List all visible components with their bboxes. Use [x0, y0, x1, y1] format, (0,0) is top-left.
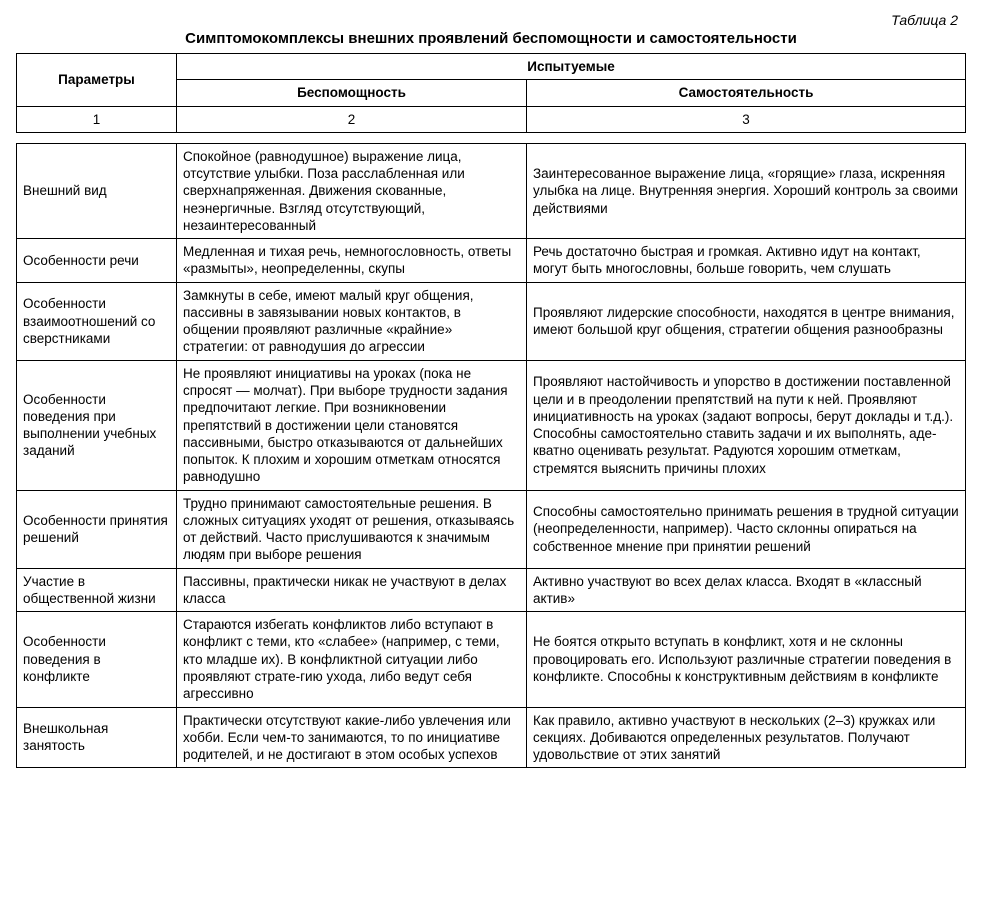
header-subjects: Испытуемые — [177, 54, 966, 80]
param-cell: Особенности поведения в конфликте — [17, 612, 177, 707]
table-row: Особенности поведения при выполнении уче… — [17, 360, 966, 490]
header-num-2: 2 — [177, 106, 527, 132]
table-row: Участие в общественной жизниПассивны, пр… — [17, 568, 966, 612]
helpless-cell: Практически отсутствуют какие-либо увлеч… — [177, 707, 527, 768]
param-cell: Внешкольная занятость — [17, 707, 177, 768]
helpless-cell: Стараются избегать конфликтов либо вступ… — [177, 612, 527, 707]
independent-cell: Активно участвуют во всех делах класса. … — [527, 568, 966, 612]
symptom-table: Параметры Испытуемые Беспомощность Самос… — [16, 53, 966, 133]
helpless-cell: Пассивны, практически никак не участвуют… — [177, 568, 527, 612]
table-row: Внешкольная занятостьПрактически отсутст… — [17, 707, 966, 768]
header-independent: Самостоятельность — [527, 80, 966, 106]
table-row: Особенности речиМедленная и тихая речь, … — [17, 239, 966, 283]
independent-cell: Не боятся открыто вступать в конфликт, х… — [527, 612, 966, 707]
table-row: Особенности принятия решенийТрудно прини… — [17, 490, 966, 568]
helpless-cell: Медленная и тихая речь, немногословность… — [177, 239, 527, 283]
table-row: Особенности взаимоотношений со сверстник… — [17, 282, 966, 360]
table-number-label: Таблица 2 — [16, 12, 966, 28]
independent-cell: Способны самостоятельно принимать решени… — [527, 490, 966, 568]
helpless-cell: Трудно принимают самостоятельные решения… — [177, 490, 527, 568]
independent-cell: Проявляют настойчивость и упорство в дос… — [527, 360, 966, 490]
header-num-1: 1 — [17, 106, 177, 132]
param-cell: Особенности речи — [17, 239, 177, 283]
param-cell: Особенности взаимоотношений со сверстник… — [17, 282, 177, 360]
helpless-cell: Не проявляют инициативы на уроках (пока … — [177, 360, 527, 490]
independent-cell: Как правило, активно участвуют в несколь… — [527, 707, 966, 768]
independent-cell: Заинтересованное выражение лица, «горящи… — [527, 143, 966, 238]
table-title: Симптомокомплексы внешних проявлений бес… — [16, 30, 966, 47]
header-num-3: 3 — [527, 106, 966, 132]
header-params: Параметры — [17, 54, 177, 107]
param-cell: Внешний вид — [17, 143, 177, 238]
param-cell: Участие в общественной жизни — [17, 568, 177, 612]
helpless-cell: Спокойное (равнодушное) выражение лица, … — [177, 143, 527, 238]
param-cell: Особенности принятия решений — [17, 490, 177, 568]
helpless-cell: Замкнуты в себе, имеют малый круг общени… — [177, 282, 527, 360]
table-row: Особенности поведения в конфликтеСтарают… — [17, 612, 966, 707]
header-helpless: Беспомощность — [177, 80, 527, 106]
param-cell: Особенности поведения при выполнении уче… — [17, 360, 177, 490]
independent-cell: Речь достаточно быстрая и громкая. Актив… — [527, 239, 966, 283]
symptom-table-body: Внешний видСпокойное (равнодушное) выраж… — [16, 143, 966, 769]
table-row: Внешний видСпокойное (равнодушное) выраж… — [17, 143, 966, 238]
independent-cell: Проявляют лидерские способности, находят… — [527, 282, 966, 360]
